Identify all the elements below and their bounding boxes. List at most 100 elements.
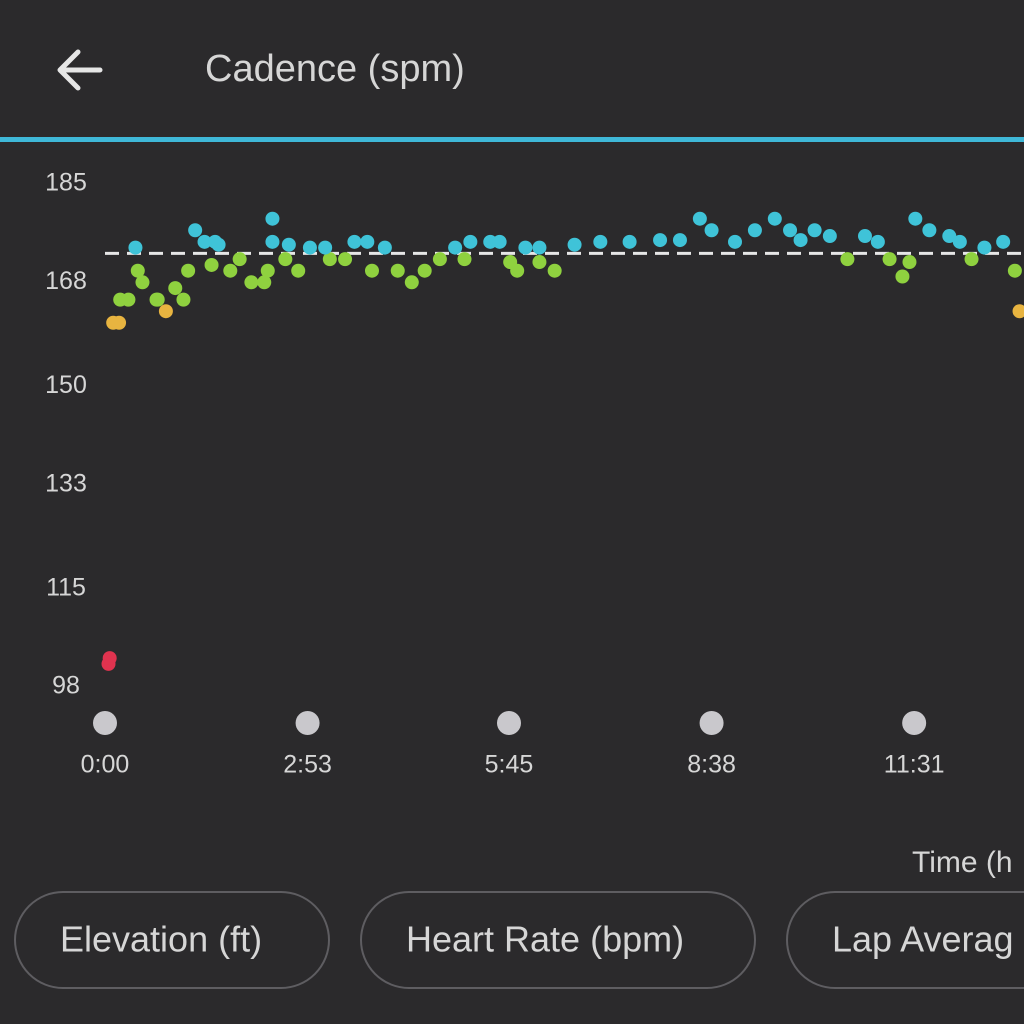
- data-point: [260, 263, 275, 278]
- data-point: [547, 263, 562, 278]
- data-point: [952, 234, 967, 249]
- data-point: [622, 234, 637, 249]
- data-point: [840, 252, 855, 267]
- data-point: [112, 315, 127, 330]
- data-point: [338, 252, 353, 267]
- data-point: [857, 229, 872, 244]
- data-point: [908, 211, 923, 226]
- data-point: [457, 252, 472, 267]
- data-point: [232, 252, 247, 267]
- header-divider: [0, 137, 1024, 142]
- x-tick-label: 0:00: [81, 751, 130, 779]
- data-point: [432, 252, 447, 267]
- data-point: [463, 234, 478, 249]
- chart-selector-button[interactable]: [14, 891, 330, 989]
- data-point: [672, 233, 687, 248]
- data-point: [102, 651, 117, 666]
- data-point: [882, 252, 897, 267]
- data-point: [360, 234, 375, 249]
- data-point: [318, 240, 333, 255]
- data-point: [257, 275, 272, 290]
- y-tick-label: 150: [45, 371, 87, 399]
- data-point: [922, 223, 937, 238]
- data-point: [176, 292, 191, 307]
- data-point: [302, 240, 317, 255]
- data-point: [197, 234, 212, 249]
- data-point: [128, 240, 143, 255]
- data-point: [150, 292, 165, 307]
- chart-selector-label[interactable]: Heart Rate (bpm): [406, 919, 684, 960]
- data-point: [510, 263, 525, 278]
- data-point: [377, 240, 392, 255]
- data-point: [567, 237, 582, 252]
- data-point: [902, 255, 917, 270]
- data-point: [417, 263, 432, 278]
- x-tick-label: 8:38: [687, 751, 736, 779]
- x-tick-dot: [699, 711, 724, 735]
- data-point: [135, 275, 150, 290]
- data-point: [767, 211, 782, 226]
- data-point: [942, 229, 957, 244]
- data-point: [870, 234, 885, 249]
- data-point: [1012, 304, 1024, 319]
- data-point: [244, 275, 259, 290]
- y-tick-label: 168: [45, 267, 87, 295]
- x-tick-dot: [496, 711, 521, 735]
- data-point: [168, 281, 183, 296]
- x-tick-dot: [902, 711, 927, 735]
- data-point: [895, 269, 910, 284]
- data-point: [291, 263, 306, 278]
- back-arrow[interactable]: [57, 49, 103, 91]
- data-point: [822, 229, 837, 244]
- data-point: [322, 252, 337, 267]
- x-tick-label: 2:53: [283, 751, 332, 779]
- data-point: [130, 263, 145, 278]
- data-point: [278, 252, 293, 267]
- data-point: [181, 263, 196, 278]
- chart-selector-button[interactable]: [360, 891, 756, 989]
- data-point: [692, 211, 707, 226]
- data-point: [121, 292, 136, 307]
- data-point: [223, 263, 238, 278]
- data-point: [1007, 263, 1022, 278]
- x-tick-dot: [93, 711, 117, 735]
- data-point: [281, 237, 296, 252]
- data-point: [783, 223, 798, 238]
- data-point: [265, 234, 280, 249]
- data-point: [492, 234, 507, 249]
- data-point: [265, 211, 280, 226]
- data-point: [793, 233, 808, 248]
- data-point: [404, 275, 419, 290]
- data-point: [204, 257, 219, 272]
- data-point: [653, 233, 668, 248]
- x-axis-label: Time (h: [912, 846, 1013, 879]
- x-tick-label: 5:45: [485, 751, 534, 779]
- data-point: [747, 223, 762, 238]
- data-point: [390, 263, 405, 278]
- data-point: [518, 240, 533, 255]
- data-point: [593, 234, 608, 249]
- data-point: [727, 234, 742, 249]
- data-point: [364, 263, 379, 278]
- y-tick-label: 133: [45, 469, 87, 497]
- data-point: [807, 223, 822, 238]
- data-point: [211, 237, 226, 252]
- chart-selector-label[interactable]: Lap Averag: [832, 919, 1014, 960]
- page-title: Cadence (spm): [205, 48, 465, 90]
- x-tick-label: 11:31: [884, 751, 945, 779]
- back-button[interactable]: [57, 49, 103, 91]
- data-point: [532, 255, 547, 270]
- data-point: [188, 223, 203, 238]
- data-point: [704, 223, 719, 238]
- data-point: [996, 234, 1011, 249]
- y-tick-label: 185: [45, 169, 87, 197]
- chart-selector-label[interactable]: Elevation (ft): [60, 919, 262, 960]
- y-tick-label: 115: [46, 573, 86, 601]
- y-tick-label: 98: [52, 672, 80, 700]
- data-point: [977, 240, 992, 255]
- chart-selector-button[interactable]: [786, 891, 1024, 989]
- data-point: [532, 240, 547, 255]
- x-tick-dot: [295, 711, 320, 735]
